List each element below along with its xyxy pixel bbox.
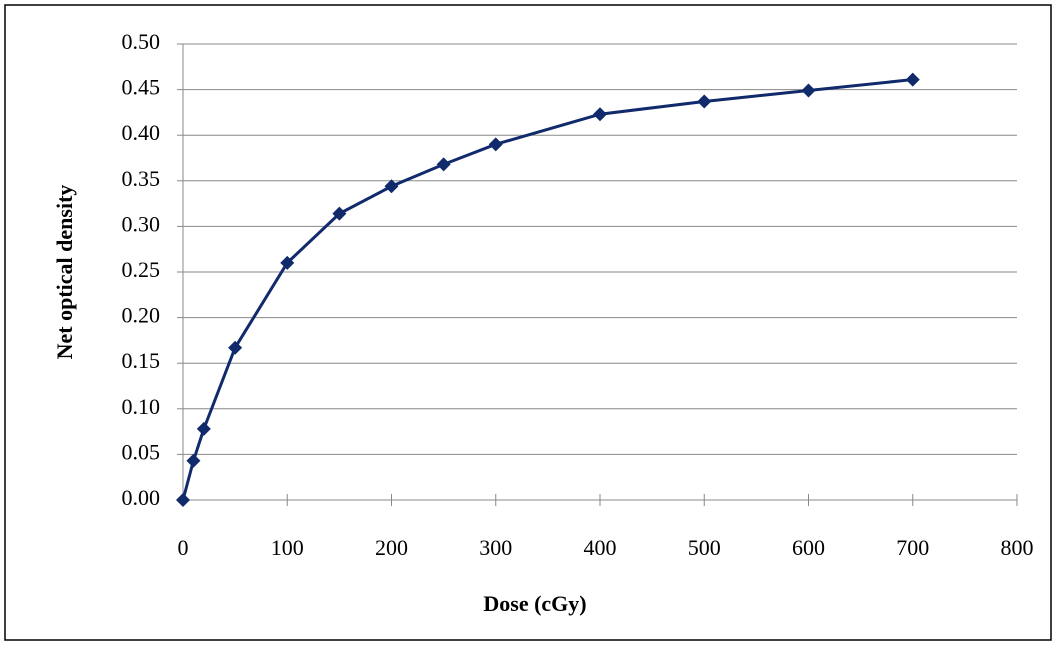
y-tick-label: 0.35 bbox=[122, 166, 161, 191]
data-marker bbox=[384, 179, 399, 194]
data-marker bbox=[332, 206, 347, 221]
data-marker bbox=[280, 255, 295, 270]
data-marker bbox=[228, 340, 243, 355]
y-tick-label: 0.15 bbox=[122, 348, 161, 373]
chart-border bbox=[4, 4, 1052, 641]
x-tick-label: 400 bbox=[584, 535, 617, 560]
data-marker bbox=[697, 94, 712, 109]
y-axis-title: Net optical density bbox=[52, 185, 77, 360]
data-marker bbox=[436, 157, 451, 172]
y-tick-label: 0.05 bbox=[122, 439, 161, 464]
y-tick-label: 0.10 bbox=[122, 394, 161, 419]
data-marker bbox=[176, 493, 190, 507]
x-tick-label: 800 bbox=[1001, 535, 1034, 560]
y-tick-label: 0.30 bbox=[122, 211, 161, 236]
x-tick-label: 700 bbox=[896, 535, 929, 560]
x-tick-label: 500 bbox=[688, 535, 721, 560]
data-marker bbox=[186, 453, 201, 468]
data-marker bbox=[488, 137, 503, 152]
y-tick-label: 0.25 bbox=[122, 257, 161, 282]
y-tick-label: 0.00 bbox=[122, 485, 161, 510]
y-tick-label: 0.40 bbox=[122, 120, 161, 145]
x-tick-label: 0 bbox=[178, 535, 189, 560]
x-tick-label: 600 bbox=[792, 535, 825, 560]
data-marker bbox=[905, 72, 920, 87]
y-tick-label: 0.20 bbox=[122, 303, 161, 328]
data-marker bbox=[196, 421, 211, 436]
data-marker bbox=[593, 107, 607, 122]
y-tick-label: 0.45 bbox=[122, 75, 161, 100]
x-axis-title: Dose (cGy) bbox=[483, 591, 586, 616]
x-tick-label: 100 bbox=[271, 535, 304, 560]
data-marker bbox=[801, 83, 816, 98]
x-tick-label: 200 bbox=[375, 535, 408, 560]
y-tick-label: 0.50 bbox=[122, 29, 161, 54]
data-line bbox=[181, 78, 913, 501]
x-tick-label: 300 bbox=[479, 535, 512, 560]
